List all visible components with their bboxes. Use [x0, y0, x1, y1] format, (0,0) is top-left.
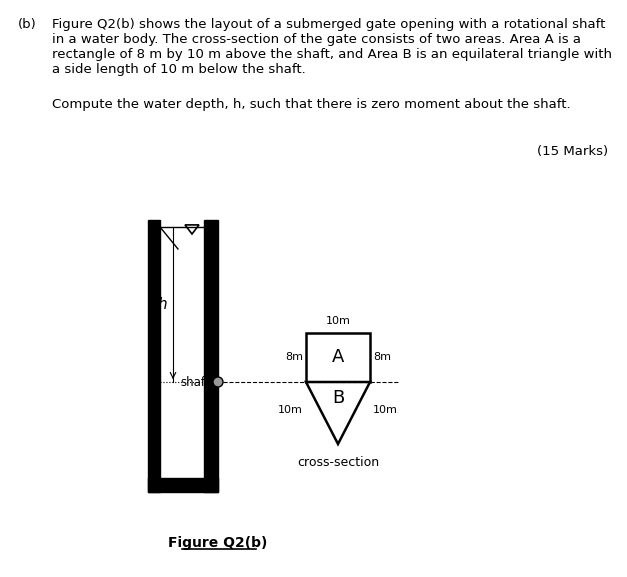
Text: B: B	[332, 389, 344, 407]
Polygon shape	[204, 220, 218, 492]
Text: Compute the water depth, h, such that there is zero moment about the shaft.: Compute the water depth, h, such that th…	[52, 98, 571, 111]
Circle shape	[213, 377, 223, 387]
Text: Figure Q2(b) shows the layout of a submerged gate opening with a rotational shaf: Figure Q2(b) shows the layout of a subme…	[52, 18, 612, 76]
Polygon shape	[148, 478, 218, 492]
Text: 8m: 8m	[373, 353, 391, 362]
Polygon shape	[148, 220, 160, 492]
Text: (15 Marks): (15 Marks)	[537, 145, 608, 158]
Text: 10m: 10m	[278, 405, 303, 415]
Text: 10m: 10m	[325, 316, 350, 326]
Text: 8m: 8m	[285, 353, 303, 362]
Text: h: h	[157, 297, 167, 312]
Text: shaft: shaft	[181, 376, 210, 388]
Text: cross-section: cross-section	[297, 456, 379, 469]
Text: A: A	[332, 349, 344, 366]
Polygon shape	[306, 333, 370, 382]
Text: (b): (b)	[18, 18, 37, 31]
Text: Figure Q2(b): Figure Q2(b)	[168, 536, 268, 550]
Polygon shape	[185, 225, 199, 234]
Text: 10m: 10m	[373, 405, 398, 415]
Polygon shape	[306, 382, 370, 444]
